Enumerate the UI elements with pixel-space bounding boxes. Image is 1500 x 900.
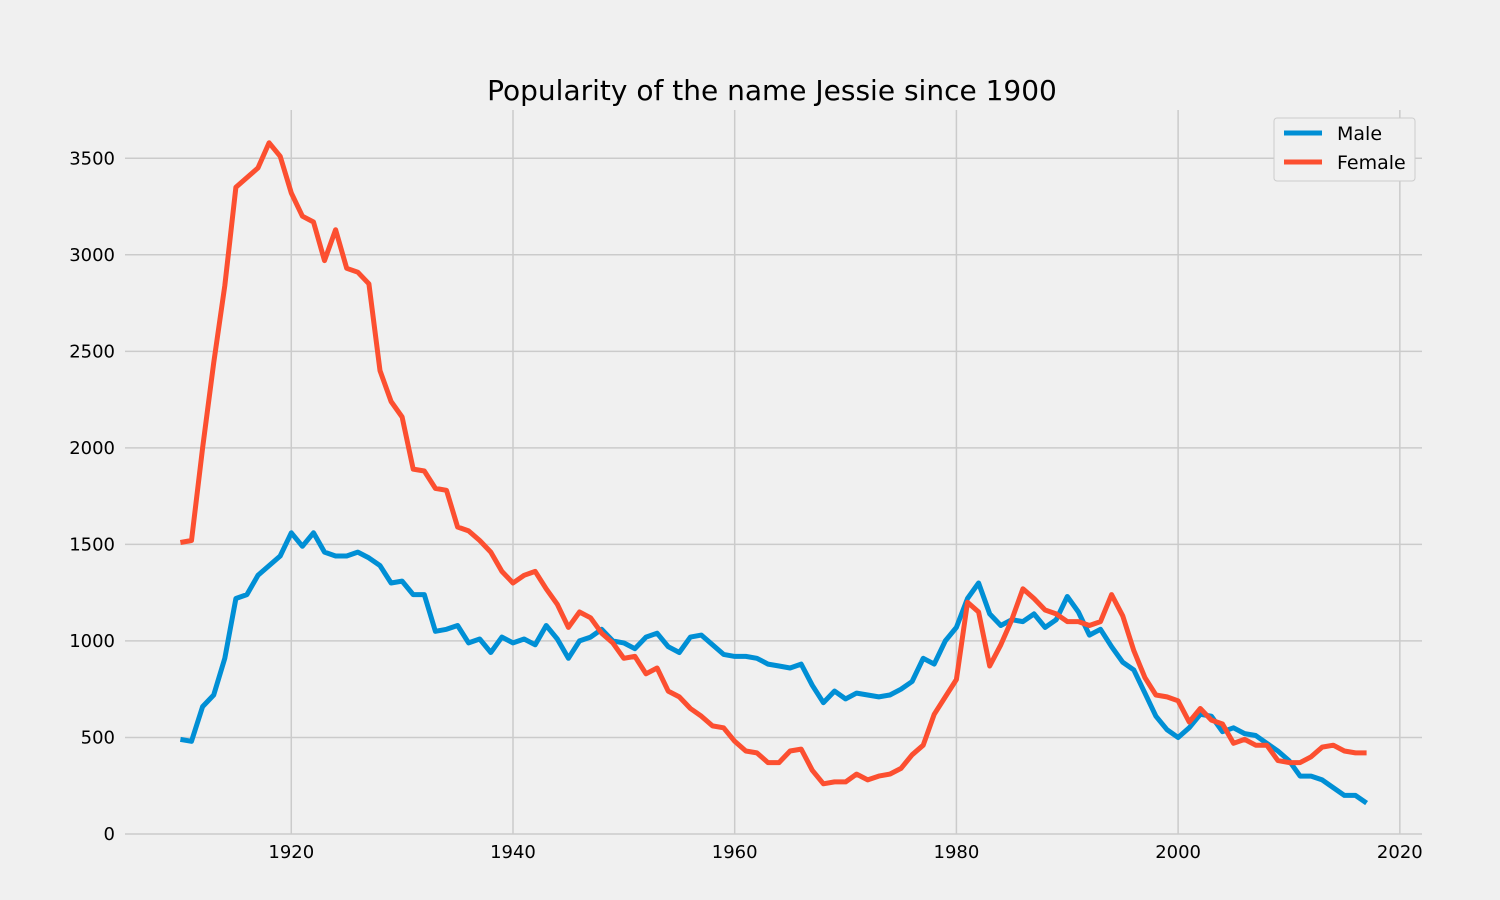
series-line-female [179, 140, 1367, 787]
x-tick-label: 1940 [490, 842, 536, 863]
x-tick-label: 1960 [712, 842, 758, 863]
y-tick-label: 500 [81, 727, 115, 748]
y-tick-label: 3000 [69, 245, 115, 266]
y-tick-label: 1500 [69, 534, 115, 555]
legend-label-male: Male [1337, 123, 1382, 145]
series-lines [179, 140, 1369, 806]
legend: Male Female [1273, 117, 1416, 182]
y-tick-label: 0 [104, 824, 115, 845]
y-tick-label: 2000 [69, 438, 115, 459]
x-tick-label: 2000 [1155, 842, 1201, 863]
y-tick-label: 1000 [69, 631, 115, 652]
legend-label-female: Female [1337, 152, 1406, 174]
chart-title: Popularity of the name Jessie since 1900 [487, 74, 1057, 107]
axis-ticks: 0 500 1000 1500 2000 2500 3000 3500 1920 1940 1960… [69, 148, 1423, 863]
y-tick-label: 2500 [69, 341, 115, 362]
y-tick-label: 3500 [69, 148, 115, 169]
x-tick-label: 1920 [268, 842, 314, 863]
x-tick-label: 2020 [1377, 842, 1423, 863]
series-line-male [179, 530, 1369, 806]
x-tick-label: 1980 [934, 842, 980, 863]
grid [125, 110, 1422, 835]
